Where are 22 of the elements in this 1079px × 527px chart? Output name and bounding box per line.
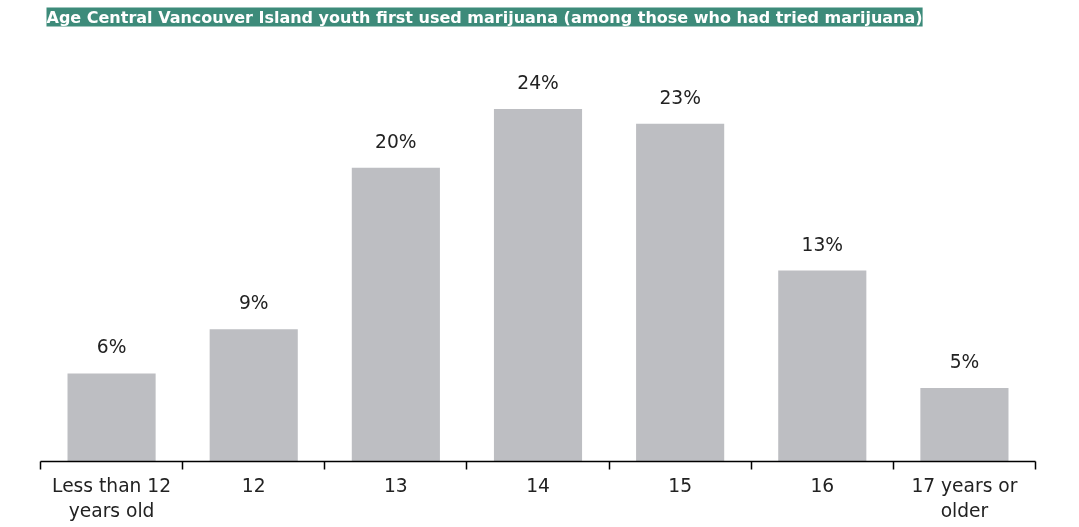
bar	[493, 109, 583, 462]
bar	[778, 270, 867, 462]
data-label: 9%	[238, 292, 269, 314]
bar	[920, 388, 1009, 462]
data-label: 5%	[949, 351, 980, 373]
data-label: 24%	[517, 72, 559, 94]
bar	[636, 123, 725, 462]
bar	[209, 329, 298, 462]
chart-title: Age Central Vancouver Island youth first used marijuana (among those who had tried marijuana)	[46, 7, 923, 27]
bar	[351, 167, 440, 462]
x-tick-label: 17 years or older	[911, 474, 1018, 521]
x-tick-label: 15	[668, 474, 693, 496]
x-tick-label: 14	[526, 474, 550, 496]
bar	[67, 373, 156, 462]
data-label: 23%	[659, 86, 701, 108]
data-label: 20%	[375, 130, 417, 152]
x-tick-label: Less than 12 years old	[52, 474, 172, 521]
x-tick-label: 12	[241, 474, 266, 496]
data-label: 6%	[96, 336, 127, 358]
x-tick-label: 16	[810, 474, 835, 496]
x-tick-label: 13	[383, 474, 408, 496]
data-label: 13%	[801, 233, 844, 255]
